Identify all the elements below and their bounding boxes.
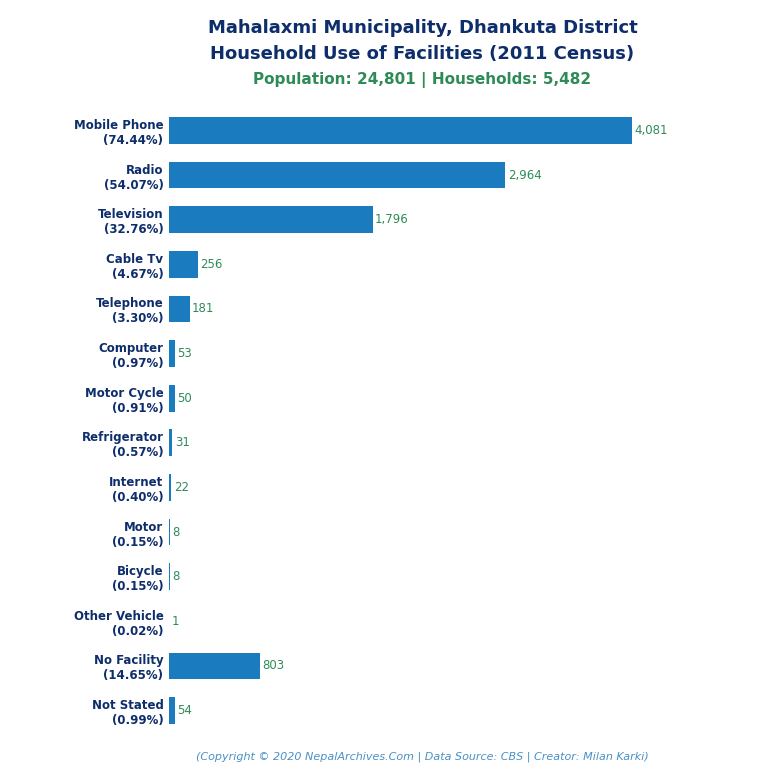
Text: 8: 8 — [172, 525, 180, 538]
Text: Population: 24,801 | Households: 5,482: Population: 24,801 | Households: 5,482 — [253, 72, 591, 88]
Text: (Copyright © 2020 NepalArchives.Com | Data Source: CBS | Creator: Milan Karki): (Copyright © 2020 NepalArchives.Com | Da… — [196, 751, 649, 762]
Text: 2,964: 2,964 — [508, 168, 541, 181]
Bar — [169, 697, 175, 724]
Text: 54: 54 — [177, 704, 192, 717]
Bar — [169, 251, 198, 278]
Text: 1,796: 1,796 — [375, 214, 409, 227]
Bar — [169, 429, 173, 456]
Text: Mahalaxmi Municipality, Dhankuta District: Mahalaxmi Municipality, Dhankuta Distric… — [207, 19, 637, 37]
Bar — [169, 207, 372, 233]
Text: 1: 1 — [171, 614, 179, 627]
Bar — [169, 385, 174, 412]
Text: 22: 22 — [174, 481, 189, 494]
Text: 256: 256 — [200, 258, 223, 271]
Text: 31: 31 — [175, 436, 190, 449]
Bar — [169, 162, 505, 188]
Text: 181: 181 — [192, 303, 214, 316]
Text: 8: 8 — [172, 570, 180, 583]
Text: Household Use of Facilities (2011 Census): Household Use of Facilities (2011 Census… — [210, 45, 634, 62]
Text: 50: 50 — [177, 392, 192, 405]
Bar — [169, 117, 632, 144]
Bar — [169, 563, 170, 590]
Bar — [169, 474, 171, 501]
Text: 803: 803 — [263, 660, 284, 673]
Bar — [169, 518, 170, 545]
Bar — [169, 653, 260, 679]
Text: 4,081: 4,081 — [634, 124, 668, 137]
Bar — [169, 296, 190, 323]
Bar — [169, 340, 175, 367]
Text: 53: 53 — [177, 347, 192, 360]
